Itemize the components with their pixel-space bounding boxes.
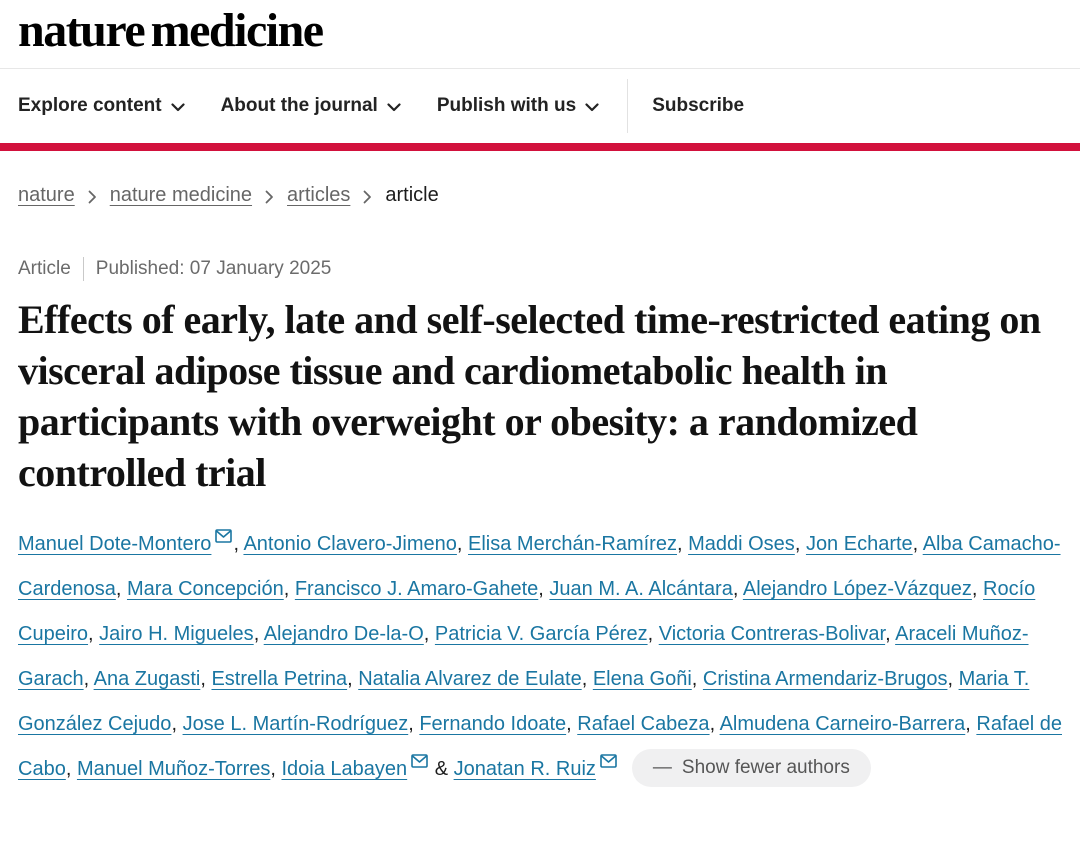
top-navigation: Explore content About the journal Publis…	[0, 68, 1080, 143]
author-link[interactable]: Ana Zugasti	[93, 668, 201, 690]
author-separator: ,	[912, 533, 923, 555]
author-link[interactable]: Mara Concepción	[126, 578, 284, 600]
breadcrumb-current-article: article	[385, 184, 439, 206]
nav-about-the-journal[interactable]: About the journal	[221, 95, 401, 117]
author-link[interactable]: Juan M. A. Alcántara	[549, 578, 733, 600]
author-separator: ,	[794, 533, 806, 555]
chevron-right-icon	[88, 190, 97, 204]
author-link[interactable]: Rafael Cabeza	[577, 713, 710, 735]
author-link[interactable]: Fernando Idoate	[419, 713, 567, 735]
author-separator: ,	[347, 668, 359, 690]
nav-about-the-journal-label: About the journal	[220, 95, 378, 116]
chevron-down-icon	[170, 103, 185, 112]
author-link[interactable]: Maria T. González Cejudo	[18, 668, 1030, 735]
author-separator: ,	[709, 713, 720, 735]
nav-explore-content-label: Explore content	[18, 95, 162, 116]
chevron-right-icon	[265, 190, 274, 204]
email-icon[interactable]	[600, 754, 617, 768]
author-link[interactable]: Idoia Labayen	[281, 758, 408, 780]
author-separator: ,	[538, 578, 550, 600]
author-separator: ,	[408, 713, 420, 735]
brand-accent-bar	[0, 143, 1080, 151]
author-separator: ,	[171, 713, 183, 735]
author-link[interactable]: Alejandro López-Vázquez	[742, 578, 972, 600]
author-link[interactable]: Araceli Muñoz-Garach	[18, 623, 1029, 690]
email-icon[interactable]	[215, 529, 233, 543]
author-link[interactable]: Jose L. Martín-Rodríguez	[182, 713, 409, 735]
author-link[interactable]: Rocío Cupeiro	[18, 578, 1036, 645]
breadcrumb-link-nature[interactable]: nature	[18, 184, 75, 206]
author-separator: ,	[947, 668, 959, 690]
author-separator: ,	[283, 578, 295, 600]
author-separator: ,	[270, 758, 282, 780]
breadcrumb-link-articles[interactable]: articles	[287, 184, 351, 206]
nav-publish-with-us-label: Publish with us	[436, 95, 577, 116]
email-icon[interactable]	[411, 754, 428, 768]
author-link[interactable]: Manuel Dote-Montero	[18, 533, 212, 555]
author-link[interactable]: Jon Echarte	[805, 533, 913, 555]
chevron-down-icon	[585, 103, 599, 112]
author-separator: ,	[456, 533, 469, 555]
author-link[interactable]: Alba Camacho-Cardenosa	[18, 533, 1061, 600]
author-link[interactable]: Rafael de Cabo	[18, 713, 1062, 780]
journal-logo[interactable]: nature medicine	[18, 4, 324, 57]
author-link[interactable]: Natalia Alvarez de Eulate	[358, 668, 582, 690]
article-title: Effects of early, late and self-selected…	[18, 297, 1041, 495]
author-link[interactable]: Elena Goñi	[592, 668, 692, 690]
published-date: Published: 07 January 2025	[95, 258, 332, 279]
author-separator: ,	[971, 578, 984, 600]
article-meta: Article Published: 07 January 2025	[18, 257, 1062, 281]
author-separator: ,	[732, 578, 743, 600]
author-separator: ,	[581, 668, 593, 690]
nav-subscribe-label: Subscribe	[652, 95, 745, 116]
article-type-label: Article	[18, 258, 71, 279]
author-link[interactable]: Cristina Armendariz-Brugos	[702, 668, 948, 690]
author-link[interactable]: Alejandro De-la-O	[263, 623, 424, 645]
meta-divider	[82, 257, 84, 281]
article-header-section: nature nature medicine articles article …	[0, 184, 1080, 792]
nav-publish-with-us[interactable]: Publish with us	[437, 95, 599, 117]
author-link[interactable]: Maddi Oses	[688, 533, 795, 555]
author-separator: ,	[691, 668, 703, 690]
nav-subscribe[interactable]: Subscribe	[652, 95, 744, 117]
author-separator: ,	[423, 623, 435, 645]
author-list: Manuel Dote-Montero, Antonio Clavero-Jim…	[18, 522, 1062, 792]
author-separator-ampersand: &	[429, 758, 454, 780]
author-link[interactable]: Jonatan R. Ruiz	[453, 758, 596, 780]
author-link[interactable]: Patricia V. García Pérez	[434, 623, 648, 645]
author-link[interactable]: Manuel Muñoz-Torres	[76, 758, 271, 780]
author-separator: ,	[65, 758, 77, 780]
chevron-down-icon	[387, 103, 401, 112]
nav-divider	[627, 79, 629, 133]
author-link[interactable]: Antonio Clavero-Jimeno	[243, 533, 457, 555]
breadcrumb-link-nature-medicine[interactable]: nature medicine	[109, 184, 253, 206]
author-link[interactable]: Victoria Contreras-Bolivar	[658, 623, 886, 645]
nav-explore-content[interactable]: Explore content	[18, 95, 185, 117]
author-link[interactable]: Jairo H. Migueles	[99, 623, 254, 645]
author-link[interactable]: Elisa Merchán-Ramírez	[468, 533, 677, 555]
author-separator: ,	[253, 623, 264, 645]
author-separator: ,	[88, 623, 100, 645]
author-link[interactable]: Almudena Carneiro-Barrera	[719, 713, 966, 735]
author-list-inline: Manuel Dote-Montero, Antonio Clavero-Jim…	[18, 529, 1062, 780]
author-link[interactable]: Estrella Petrina	[211, 668, 348, 690]
author-separator: ,	[885, 623, 896, 645]
masthead: nature medicine	[0, 0, 1080, 68]
author-separator: ,	[566, 713, 578, 735]
minus-icon: —	[652, 757, 672, 778]
author-link[interactable]: Francisco J. Amaro-Gahete	[294, 578, 539, 600]
show-fewer-authors-label: Show fewer authors	[681, 757, 850, 778]
author-separator: ,	[200, 668, 212, 690]
author-separator: ,	[83, 668, 94, 690]
author-separator: ,	[233, 533, 244, 555]
author-separator: ,	[676, 533, 689, 555]
breadcrumb: nature nature medicine articles article	[18, 184, 1062, 207]
author-separator: ,	[965, 713, 977, 735]
chevron-right-icon	[363, 190, 372, 204]
show-fewer-authors-button[interactable]: — Show fewer authors	[631, 749, 871, 787]
author-separator: ,	[115, 578, 127, 600]
author-separator: ,	[647, 623, 659, 645]
